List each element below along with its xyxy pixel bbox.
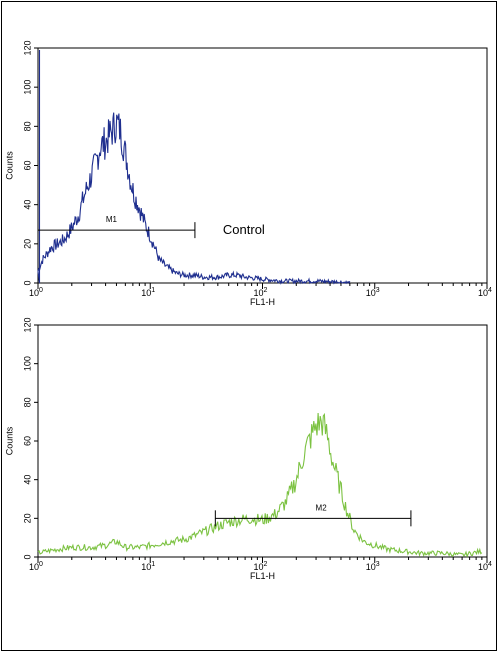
- y-tick-label: 100: [22, 80, 32, 95]
- y-tick-label: 80: [22, 121, 32, 131]
- x-tick-label: 103: [366, 287, 380, 298]
- x-tick-exponent: 2: [264, 287, 268, 294]
- x-tick-label: 100: [29, 287, 43, 298]
- y-tick-label: 20: [22, 239, 32, 249]
- x-tick-label: 100: [29, 561, 43, 572]
- x-tick-label: 103: [366, 561, 380, 572]
- x-tick-exponent: 4: [488, 287, 492, 294]
- y-axis-label: Counts: [4, 151, 14, 180]
- x-tick-exponent: 4: [488, 561, 492, 568]
- x-tick-label: 102: [254, 287, 268, 298]
- x-tick-base: 10: [366, 288, 376, 298]
- x-tick-base: 10: [141, 288, 151, 298]
- gate-label: M1: [106, 215, 118, 224]
- y-tick-label: 40: [22, 475, 32, 485]
- y-tick-label: 40: [22, 200, 32, 210]
- y-tick-label: 120: [22, 317, 32, 332]
- x-tick-base: 10: [478, 288, 488, 298]
- y-tick-label: 80: [22, 397, 32, 407]
- x-axis-label: FL1-H: [250, 297, 275, 307]
- x-tick-base: 10: [141, 562, 151, 572]
- gate-label: M2: [316, 503, 328, 512]
- x-tick-exponent: 2: [264, 561, 268, 568]
- y-tick-label: 0: [22, 554, 32, 559]
- x-tick-base: 10: [366, 562, 376, 572]
- control-annotation: Control: [223, 222, 265, 237]
- y-tick-label: 60: [22, 160, 32, 170]
- histogram-series: [37, 412, 483, 558]
- x-tick-base: 10: [254, 288, 264, 298]
- x-tick-base: 10: [478, 562, 488, 572]
- x-tick-exponent: 0: [39, 561, 43, 568]
- x-tick-exponent: 3: [376, 287, 380, 294]
- y-tick-label: 60: [22, 436, 32, 446]
- x-tick-label: 101: [141, 287, 155, 298]
- y-tick-label: 100: [22, 356, 32, 371]
- y-tick-label: 120: [22, 40, 32, 55]
- x-tick-base: 10: [29, 562, 39, 572]
- x-tick-label: 102: [254, 561, 268, 572]
- x-tick-label: 101: [141, 561, 155, 572]
- y-tick-label: 20: [22, 513, 32, 523]
- y-axis-label: Counts: [4, 426, 14, 455]
- x-tick-label: 104: [478, 561, 492, 572]
- x-tick-label: 104: [478, 287, 492, 298]
- x-tick-exponent: 1: [151, 561, 155, 568]
- x-tick-exponent: 3: [376, 561, 380, 568]
- x-axis-label: FL1-H: [250, 571, 275, 581]
- plot-frame: [37, 47, 488, 284]
- x-tick-base: 10: [254, 562, 264, 572]
- x-tick-exponent: 1: [151, 287, 155, 294]
- x-tick-base: 10: [29, 288, 39, 298]
- y-tick-label: 0: [22, 280, 32, 285]
- histogram-series: [37, 50, 351, 285]
- x-tick-exponent: 0: [39, 287, 43, 294]
